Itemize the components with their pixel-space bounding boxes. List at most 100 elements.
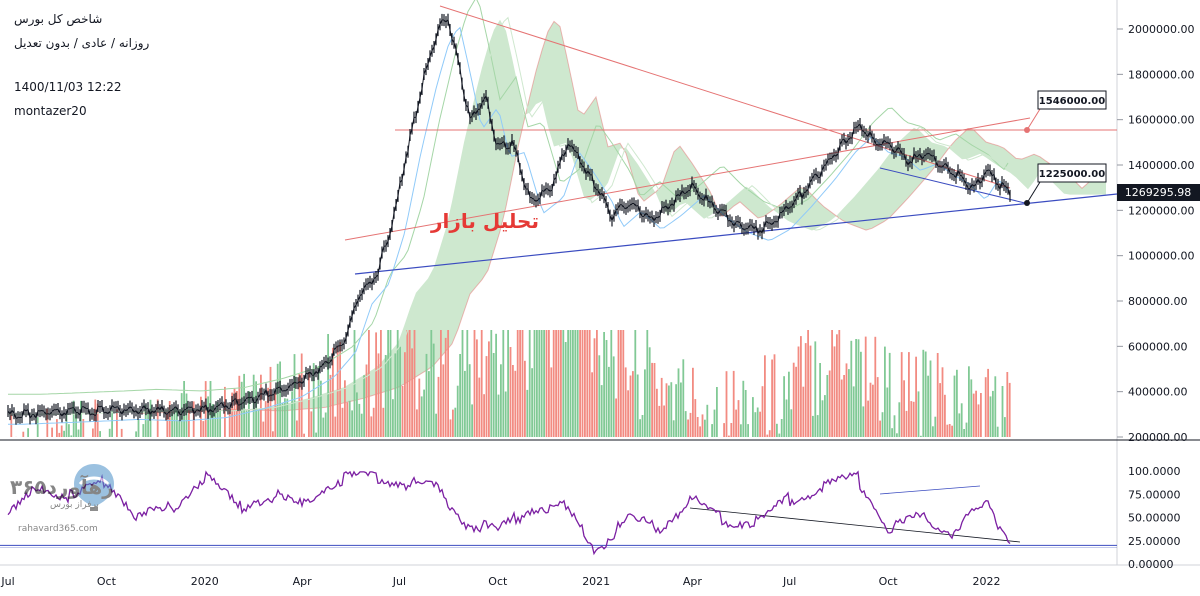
volume-bar — [202, 421, 205, 437]
volume-bar — [591, 372, 593, 437]
volume-bar — [459, 354, 461, 437]
volume-bar — [327, 334, 329, 437]
watermark-name: رهآورد۳۶۵ — [10, 475, 114, 499]
rsi-divergence-line[interactable] — [689, 507, 1021, 543]
volume-bar — [63, 430, 65, 437]
volume-bar — [764, 355, 766, 437]
volume-bar — [490, 330, 493, 437]
volume-bar — [473, 330, 476, 437]
volume-bar — [286, 398, 289, 437]
volume-bar — [341, 407, 344, 437]
volume-bar — [420, 396, 423, 437]
volume-bar — [984, 377, 987, 437]
volume-bar — [82, 419, 85, 437]
volume-bar — [36, 417, 39, 437]
volume-bar — [274, 392, 277, 437]
time-axis-label: 2022 — [973, 575, 1001, 588]
volume-bar — [857, 339, 860, 437]
rising-resistance-line[interactable] — [344, 117, 1031, 241]
resistance-label[interactable]: 1546000.00 — [1037, 90, 1107, 110]
volume-bar — [932, 426, 934, 437]
lower-descending-line[interactable] — [879, 167, 1026, 204]
volume-bar — [636, 374, 639, 437]
volume-bar — [939, 383, 941, 437]
volume-bar — [425, 353, 428, 437]
price-axis-label: 1800000.00 — [1128, 68, 1194, 81]
price-axis-label: 600000.00 — [1128, 340, 1188, 353]
volume-bar — [737, 400, 740, 437]
volume-bar — [257, 409, 260, 437]
volume-bar — [896, 433, 898, 437]
rsi-top-line[interactable] — [879, 485, 981, 495]
volume-bar — [27, 428, 29, 437]
volume-bar — [843, 375, 845, 437]
volume-bar — [135, 431, 137, 437]
volume-bar — [862, 406, 865, 437]
chart-datetime: 1400/11/03 12:22 — [14, 80, 122, 94]
rsi-axis-label: 75.00000 — [1128, 488, 1181, 501]
volume-bar — [915, 356, 917, 437]
volume-bar — [303, 433, 305, 437]
volume-bar — [156, 399, 159, 437]
volume-bar — [776, 423, 778, 437]
volume-bar — [922, 349, 925, 437]
volume-bar — [975, 390, 977, 437]
volume-bar — [533, 330, 536, 437]
volume-bar — [795, 366, 797, 437]
chart-author: montazer20 — [14, 104, 87, 118]
volume-bar — [680, 382, 682, 437]
moving-average-line — [8, 16, 1009, 415]
volume-bar — [166, 414, 169, 437]
volume-bar — [567, 330, 569, 437]
volume-bar — [980, 393, 982, 437]
volume-bar — [759, 411, 761, 437]
volume-bar — [653, 363, 656, 437]
volume-bar — [848, 369, 850, 437]
volume-bar — [262, 421, 265, 437]
volume-bar — [478, 377, 481, 437]
volume-bar — [452, 409, 454, 437]
volume-bar — [272, 431, 274, 437]
volume-bar — [173, 406, 176, 437]
volume-bar — [233, 388, 236, 437]
volume-bar — [989, 396, 992, 437]
volume-bar — [384, 355, 387, 437]
volume-bar — [562, 330, 565, 437]
volume-bar — [879, 420, 881, 437]
drawn-trendlines[interactable] — [344, 5, 1118, 275]
volume-bar — [658, 405, 661, 437]
descending-line[interactable] — [439, 5, 1011, 189]
volume-bar — [821, 400, 824, 437]
volume-bar — [365, 364, 368, 437]
volume-bar — [476, 339, 478, 437]
volume-bar — [387, 330, 389, 437]
volume-bar — [953, 375, 956, 437]
support-trendline[interactable] — [354, 193, 1118, 275]
volume-bar — [706, 404, 709, 437]
volume-bar — [399, 346, 401, 437]
volume-bar — [564, 342, 567, 437]
volume-bar — [312, 363, 315, 437]
volume-bar — [406, 330, 409, 437]
volume-bar — [1006, 372, 1009, 437]
support-label[interactable]: 1225000.00 — [1037, 163, 1107, 183]
volume-bar — [447, 330, 449, 437]
volume-bar — [1004, 417, 1006, 437]
axes: 2000000.00 1800000.00 1600000.00 1400000.00… — [0, 23, 1194, 588]
volume-bar — [413, 330, 416, 437]
volume-bar — [872, 384, 874, 437]
volume-bar — [444, 337, 447, 437]
annotation-text: تحلیل بازار — [430, 209, 539, 233]
volume-bar — [869, 382, 872, 437]
volume-bar — [963, 429, 965, 437]
volume-bar — [418, 378, 421, 437]
volume-bar — [833, 346, 836, 437]
volume-bar — [224, 386, 226, 437]
volume-bar — [552, 330, 555, 437]
volume-bar — [65, 410, 68, 437]
volume-bar — [960, 403, 963, 437]
volume-bar — [168, 401, 171, 437]
volume-bar — [783, 376, 785, 437]
volume-bar — [780, 419, 783, 437]
